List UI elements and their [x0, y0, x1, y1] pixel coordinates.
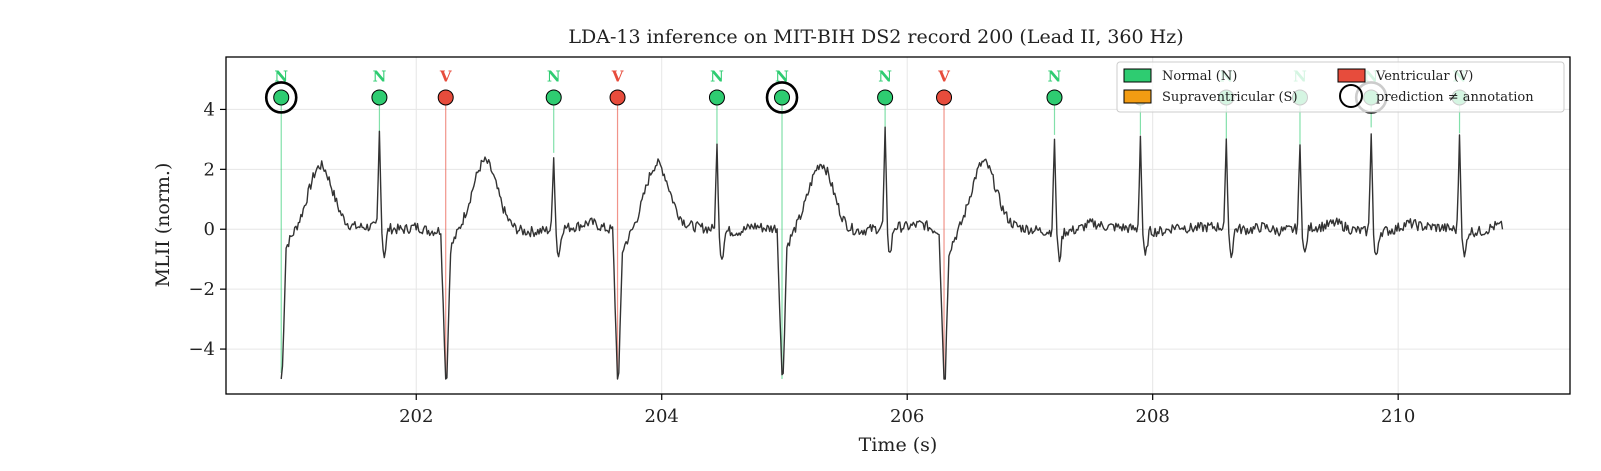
x-axis-label: Time (s)	[859, 434, 938, 456]
y-tick-label: −4	[188, 339, 215, 360]
beat-label: N	[274, 67, 288, 85]
beat-label: V	[611, 67, 624, 85]
plot-frame	[225, 56, 1571, 395]
y-tick-label: −2	[188, 279, 215, 300]
y-tick-label: 4	[204, 99, 215, 120]
legend-box	[1116, 61, 1565, 113]
beat-label: N	[775, 67, 789, 85]
x-tick-label: 204	[645, 406, 679, 427]
legend-ventricular-label: Ventricular (V)	[1375, 69, 1473, 84]
beat-label: N	[547, 67, 561, 85]
beat-marker	[609, 89, 626, 106]
beat-marker	[877, 89, 894, 106]
beat-lines	[280, 97, 1461, 380]
beat-marker	[1046, 89, 1063, 106]
legend-normal-label: Normal (N)	[1162, 69, 1237, 84]
beat-label: N	[1048, 67, 1062, 85]
y-tick-label: 2	[204, 159, 215, 180]
y-axis-label: MLII (norm.)	[152, 163, 174, 288]
legend-mismatch-label: prediction ≠ annotation	[1376, 90, 1534, 105]
legend: Normal (N) Supraventricular (S) Ventricu…	[1116, 61, 1565, 113]
beat-marker	[774, 89, 791, 106]
legend-normal-swatch	[1123, 68, 1152, 83]
mismatch-circle	[765, 81, 799, 114]
x-tick-label: 210	[1381, 406, 1415, 427]
beat-marker	[708, 89, 725, 106]
beat-marker	[936, 89, 953, 106]
x-tick-label: 202	[399, 406, 433, 427]
legend-mismatch-circle-icon	[1339, 84, 1363, 108]
y-tick-label: 0	[204, 219, 215, 240]
legend-supraventricular-swatch	[1123, 89, 1152, 104]
x-tick-label: 208	[1136, 406, 1170, 427]
beat-marker	[545, 89, 562, 106]
mismatch-circle	[264, 81, 298, 114]
x-axis-ticks: 202 204 206 208 210	[399, 394, 1415, 427]
beat-marker	[437, 89, 454, 106]
beat-label: N	[878, 67, 892, 85]
ecg-signal-line	[280, 126, 1504, 380]
legend-ventricular-swatch	[1337, 68, 1366, 83]
chart-title: LDA-13 inference on MIT-BIH DS2 record 2…	[568, 26, 1183, 48]
legend-supraventricular-label: Supraventricular (S)	[1162, 90, 1298, 105]
beat-marker	[273, 89, 290, 106]
x-tick-label: 206	[890, 406, 924, 427]
beat-marker	[371, 89, 388, 106]
y-axis-ticks: −4 −2 0 2 4	[188, 99, 226, 360]
beat-label: V	[439, 67, 452, 85]
beat-label: V	[937, 67, 950, 85]
beat-label: N	[710, 67, 724, 85]
beat-label: N	[373, 67, 387, 85]
